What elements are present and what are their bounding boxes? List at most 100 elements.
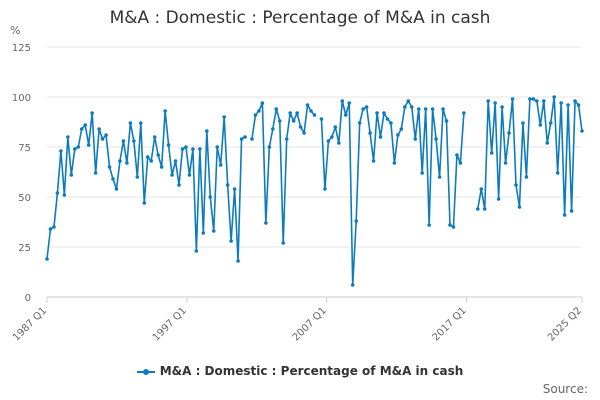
data-point bbox=[392, 161, 397, 165]
data-point bbox=[135, 175, 140, 179]
legend-swatch-icon bbox=[136, 368, 155, 375]
data-point bbox=[118, 159, 122, 163]
data-point bbox=[281, 241, 286, 245]
data-point bbox=[218, 163, 223, 167]
data-point bbox=[538, 123, 543, 127]
data-point bbox=[535, 99, 539, 103]
data-point bbox=[239, 137, 244, 141]
y-tick-label: 100 bbox=[12, 93, 31, 104]
data-point bbox=[83, 123, 88, 127]
data-point bbox=[323, 187, 327, 191]
data-point bbox=[86, 143, 91, 147]
data-point bbox=[225, 183, 230, 187]
data-point bbox=[521, 121, 525, 125]
data-point bbox=[66, 135, 70, 139]
data-point bbox=[528, 97, 532, 101]
data-point bbox=[423, 107, 428, 111]
series-layer bbox=[45, 95, 584, 287]
data-point bbox=[260, 101, 265, 105]
data-point bbox=[191, 147, 195, 151]
data-point bbox=[138, 121, 143, 125]
data-point bbox=[399, 127, 404, 131]
data-point bbox=[45, 257, 49, 261]
data-point bbox=[125, 161, 129, 165]
y-tick-label: 25 bbox=[18, 243, 31, 254]
data-point bbox=[566, 103, 570, 107]
data-point bbox=[389, 121, 393, 125]
data-point bbox=[427, 223, 431, 227]
data-point bbox=[208, 195, 213, 199]
data-point bbox=[396, 133, 400, 137]
data-point bbox=[69, 173, 74, 177]
y-unit-label: % bbox=[10, 24, 21, 37]
data-point bbox=[59, 149, 63, 153]
data-point bbox=[79, 127, 84, 131]
data-point bbox=[319, 117, 324, 121]
data-point bbox=[503, 161, 508, 165]
data-point bbox=[496, 197, 501, 201]
data-point bbox=[121, 139, 126, 143]
data-point bbox=[198, 147, 202, 151]
data-point bbox=[364, 105, 369, 109]
data-point bbox=[93, 171, 98, 175]
data-point bbox=[569, 209, 574, 213]
data-point bbox=[62, 193, 67, 197]
data-point bbox=[406, 99, 411, 103]
data-point bbox=[271, 127, 275, 131]
data-point bbox=[309, 109, 313, 113]
gridlines bbox=[47, 46, 582, 248]
data-point bbox=[455, 153, 459, 157]
data-point bbox=[302, 131, 306, 135]
data-point bbox=[486, 99, 491, 103]
data-point bbox=[257, 109, 261, 113]
data-point bbox=[187, 173, 192, 177]
data-point bbox=[333, 125, 338, 129]
data-point bbox=[152, 135, 157, 139]
data-point bbox=[458, 161, 463, 165]
data-point bbox=[403, 105, 407, 109]
data-point bbox=[580, 129, 584, 133]
data-point bbox=[343, 113, 348, 117]
data-point bbox=[55, 191, 60, 195]
data-point bbox=[97, 127, 101, 131]
data-point bbox=[354, 219, 358, 223]
data-point bbox=[541, 99, 546, 103]
data-point bbox=[524, 175, 529, 179]
x-tick-label: 2017 Q1 bbox=[431, 305, 469, 343]
data-point bbox=[576, 103, 581, 107]
data-point bbox=[253, 113, 258, 117]
data-point bbox=[159, 165, 164, 169]
data-point bbox=[493, 101, 497, 105]
data-point bbox=[448, 223, 452, 227]
data-point bbox=[573, 99, 577, 103]
data-point bbox=[500, 105, 504, 109]
data-point bbox=[184, 145, 188, 149]
data-point bbox=[378, 135, 383, 139]
data-point bbox=[475, 207, 480, 211]
data-point bbox=[166, 143, 171, 147]
data-point bbox=[371, 159, 376, 163]
data-point bbox=[177, 183, 181, 187]
data-point bbox=[510, 97, 515, 101]
data-point bbox=[277, 119, 282, 123]
x-tick-label: 2025 Q2 bbox=[546, 305, 584, 343]
data-point bbox=[361, 107, 365, 111]
data-point bbox=[382, 111, 386, 115]
data-point bbox=[232, 187, 237, 191]
data-point bbox=[555, 171, 560, 175]
data-point bbox=[514, 183, 518, 187]
legend[interactable]: M&A : Domestic : Percentage of M&A in ca… bbox=[0, 364, 600, 378]
data-point bbox=[288, 111, 292, 115]
data-point bbox=[211, 229, 216, 233]
data-point bbox=[357, 121, 362, 125]
data-point bbox=[236, 259, 240, 263]
data-point bbox=[559, 101, 563, 105]
data-point bbox=[409, 105, 414, 109]
data-point bbox=[479, 187, 484, 191]
data-point bbox=[482, 207, 487, 211]
data-point bbox=[430, 107, 435, 111]
data-point bbox=[90, 111, 94, 115]
data-point bbox=[416, 107, 421, 111]
data-point bbox=[132, 139, 136, 143]
